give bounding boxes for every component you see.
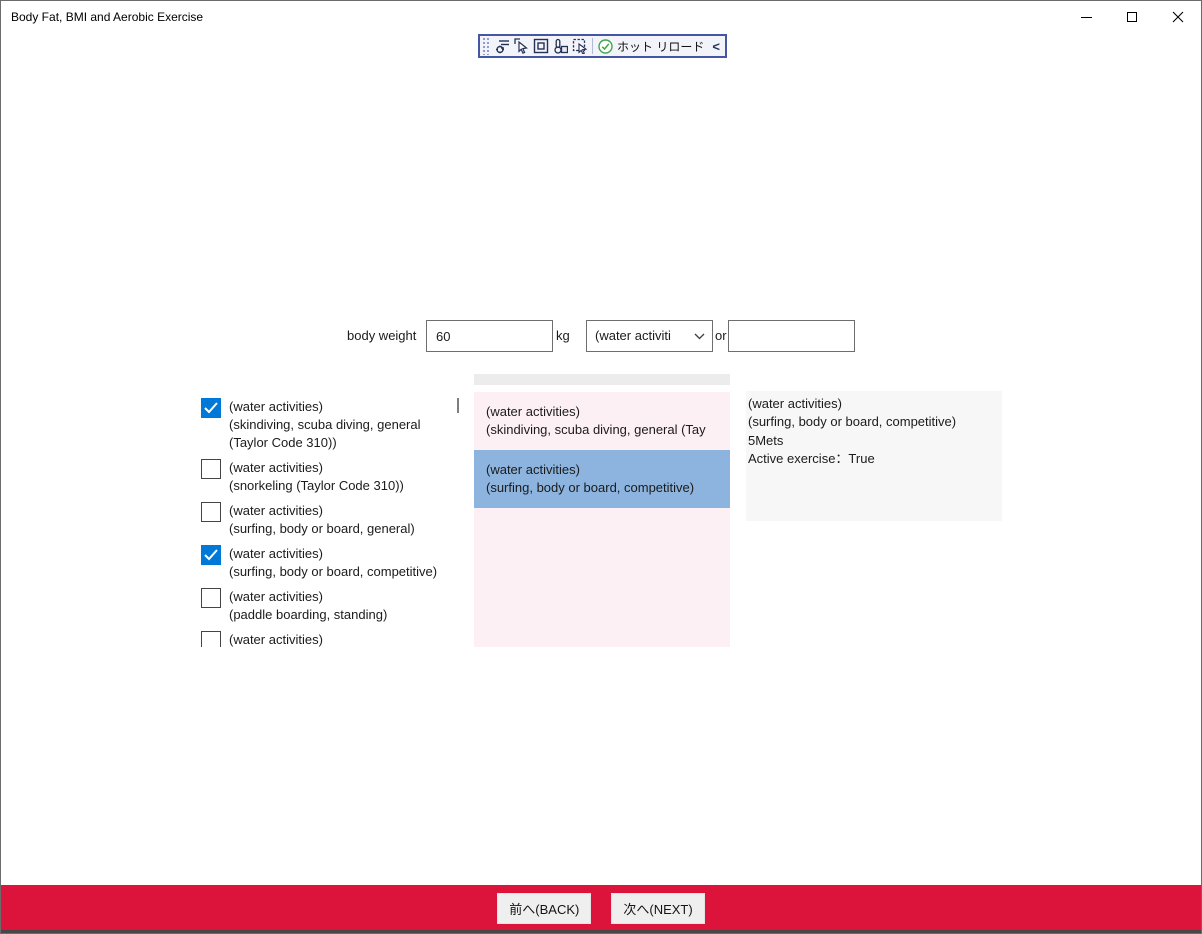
checklist-item[interactable]: (water activities) (paddle boarding, sta… xyxy=(201,588,459,624)
checklist-item-label[interactable]: (water activities) (surfing, body or boa… xyxy=(229,546,438,579)
xaml-debug-toolbar: ホット リロード < xyxy=(478,34,727,58)
back-button[interactable]: 前へ(BACK) xyxy=(497,893,592,924)
selected-list-item[interactable]: (water activities) (surfing, body or boa… xyxy=(474,450,730,508)
close-icon xyxy=(1172,11,1184,23)
custom-mets-input[interactable] xyxy=(728,320,855,352)
exercise-detail-panel: (water activities) (surfing, body or boa… xyxy=(746,391,1002,521)
body-weight-input[interactable] xyxy=(426,320,553,352)
maximize-button[interactable] xyxy=(1109,1,1155,33)
checkbox[interactable] xyxy=(201,502,221,522)
toolbar-collapse-chevron[interactable]: < xyxy=(712,38,720,54)
selected-list-item[interactable]: (water activities) (skindiving, scuba di… xyxy=(486,404,706,437)
live-visual-tree-button[interactable] xyxy=(493,36,512,56)
checklist-item-label[interactable]: (water activities) (paddle boarding, sta… xyxy=(229,589,388,622)
live-visual-tree-icon xyxy=(495,40,509,54)
layout-adorners-button[interactable] xyxy=(531,36,550,56)
checkbox-check-icon xyxy=(204,402,218,414)
select-element-button[interactable] xyxy=(512,36,531,56)
checkbox-check-icon xyxy=(204,549,218,561)
checkbox[interactable] xyxy=(201,545,221,565)
hot-reload-label: ホット リロード xyxy=(617,39,705,54)
next-button[interactable]: 次へ(NEXT) xyxy=(611,893,705,924)
checklist-item[interactable]: (water activities) (surfing, body or boa… xyxy=(201,502,459,538)
checklist-item-label[interactable]: (water activities) (surfing, body or boa… xyxy=(229,503,415,536)
titlebar[interactable]: Body Fat, BMI and Aerobic Exercise xyxy=(1,1,1201,33)
or-label: or xyxy=(715,328,727,343)
window-title: Body Fat, BMI and Aerobic Exercise xyxy=(11,10,204,24)
minimize-button[interactable] xyxy=(1063,1,1109,33)
checkbox[interactable] xyxy=(201,588,221,608)
checkbox[interactable] xyxy=(201,398,221,418)
maximize-icon xyxy=(1127,12,1137,22)
body-weight-label: body weight xyxy=(347,328,417,343)
exercise-category-value: (water activiti xyxy=(595,328,671,343)
checklist-item[interactable]: (water activities) (surfing, body or boa… xyxy=(201,545,459,581)
track-focus-icon xyxy=(554,38,569,54)
checklist-item-label[interactable]: (water activities) (skindiving, scuba di… xyxy=(229,399,421,450)
checklist-item[interactable]: (water activities) (snorkeling (Taylor C… xyxy=(201,459,459,495)
checklist-item[interactable]: (water activities) xyxy=(201,631,459,647)
selected-exercise-list: (water activities) (skindiving, scuba di… xyxy=(474,392,730,647)
checkbox[interactable] xyxy=(201,631,221,647)
chevron-down-icon xyxy=(694,333,705,340)
layout-adorners-icon xyxy=(533,38,549,54)
exercise-detail-text: (water activities) (surfing, body or boa… xyxy=(748,396,957,466)
window-bottom-edge xyxy=(1,930,1201,933)
hot-reload-indicator[interactable]: ホット リロード xyxy=(598,38,704,55)
select-element-icon xyxy=(514,38,528,54)
track-focus-button[interactable] xyxy=(551,36,570,56)
checklist-item[interactable]: (water activities) (skindiving, scuba di… xyxy=(201,398,459,452)
checkbox[interactable] xyxy=(201,459,221,479)
window-controls xyxy=(1063,1,1201,33)
exercise-category-select[interactable]: (water activiti xyxy=(586,320,713,352)
close-button[interactable] xyxy=(1155,1,1201,33)
selected-list-scrollbar[interactable] xyxy=(474,374,730,385)
hot-reload-check-icon xyxy=(598,38,613,54)
kg-unit-label: kg xyxy=(556,328,570,343)
minimize-icon xyxy=(1080,16,1092,18)
exercise-checklist: (water activities) (skindiving, scuba di… xyxy=(201,398,459,647)
checklist-item-label[interactable]: (water activities) xyxy=(229,632,323,647)
enable-selection-button[interactable] xyxy=(570,36,589,56)
enable-selection-icon xyxy=(572,38,587,54)
toolbar-grip[interactable] xyxy=(482,37,489,55)
footer-bar: 前へ(BACK) 次へ(NEXT) xyxy=(1,885,1201,932)
checklist-scrollbar-thumb[interactable] xyxy=(457,398,459,413)
toolbar-separator xyxy=(592,38,594,54)
checklist-item-label[interactable]: (water activities) (snorkeling (Taylor C… xyxy=(229,460,404,493)
